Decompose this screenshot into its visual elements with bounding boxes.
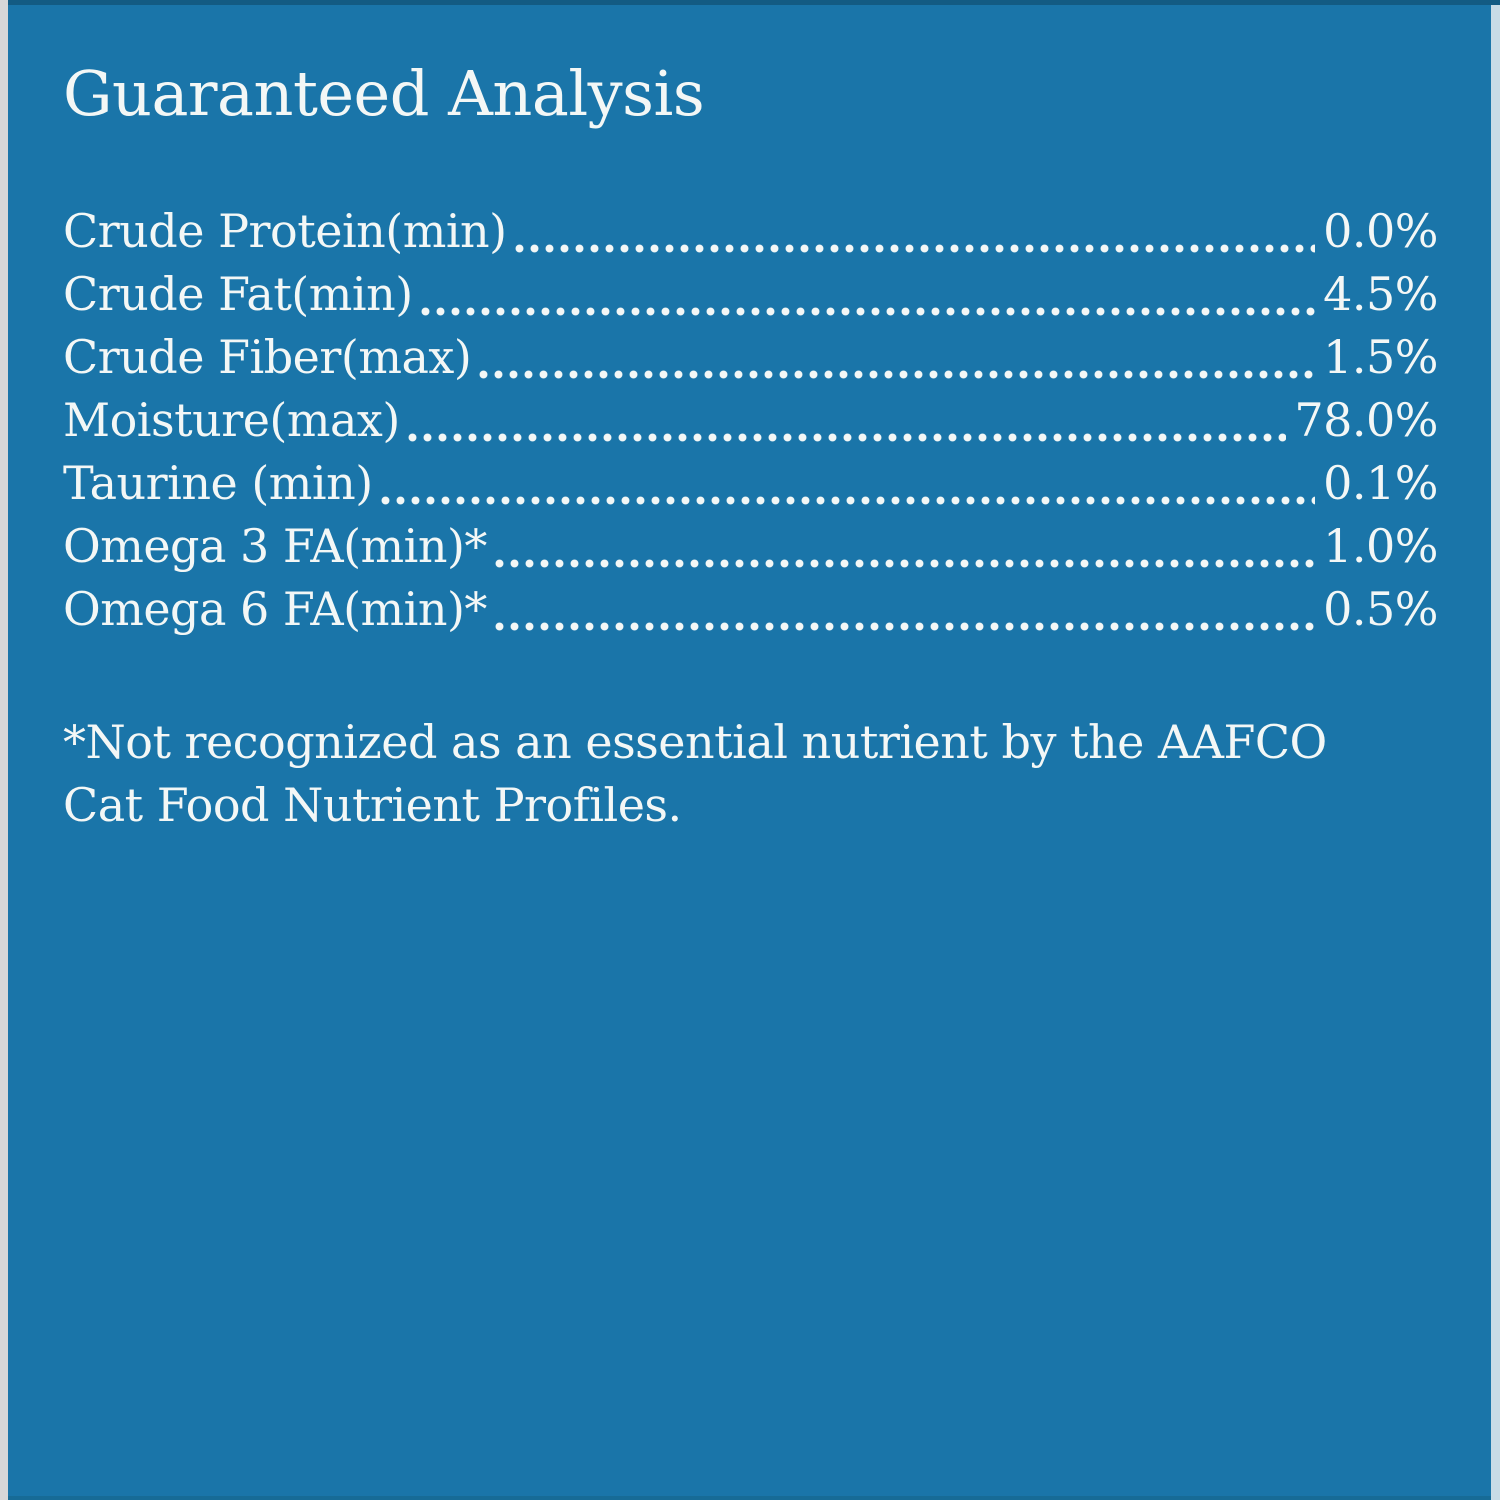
dot-leader xyxy=(494,559,1316,568)
nutrient-label: Taurine (min) xyxy=(63,456,373,510)
footnote-line-1: *Not recognized as an essential nutrient… xyxy=(63,715,1327,769)
dot-leader xyxy=(479,370,1316,379)
guaranteed-analysis-panel: Guaranteed Analysis Crude Protein(min) 0… xyxy=(8,5,1491,1496)
footnote-line-2: Cat Food Nutrient Profiles. xyxy=(63,778,682,832)
nutrient-label: Moisture(max) xyxy=(63,393,400,447)
analysis-row-moisture: Moisture(max) 78.0% xyxy=(63,389,1438,452)
dot-leader xyxy=(380,496,1316,505)
section-title: Guaranteed Analysis xyxy=(63,57,705,130)
dot-leader xyxy=(494,622,1316,631)
nutrient-label: Crude Fat(min) xyxy=(63,267,413,321)
aafco-footnote: *Not recognized as an essential nutrient… xyxy=(63,711,1438,837)
analysis-row-crude-fat: Crude Fat(min) 4.5% xyxy=(63,263,1438,326)
dot-leader xyxy=(407,433,1287,442)
top-edge-strip xyxy=(8,0,1500,5)
analysis-table: Crude Protein(min) 0.0% Crude Fat(min) 4… xyxy=(63,200,1438,641)
nutrient-label: Omega 6 FA(min)* xyxy=(63,582,487,636)
dot-leader xyxy=(420,307,1316,316)
nutrient-value: 0.5% xyxy=(1323,582,1438,636)
nutrient-value: 1.5% xyxy=(1323,330,1438,384)
nutrient-value: 1.0% xyxy=(1323,519,1438,573)
analysis-row-omega-3: Omega 3 FA(min)* 1.0% xyxy=(63,515,1438,578)
nutrient-label: Crude Protein(min) xyxy=(63,204,507,258)
bottom-edge-strip xyxy=(8,1496,1491,1500)
nutrient-label: Crude Fiber(max) xyxy=(63,330,472,384)
nutrient-value: 4.5% xyxy=(1323,267,1438,321)
analysis-row-omega-6: Omega 6 FA(min)* 0.5% xyxy=(63,578,1438,641)
nutrient-value: 0.1% xyxy=(1323,456,1438,510)
nutrient-value: 78.0% xyxy=(1294,393,1438,447)
dot-leader xyxy=(514,244,1316,253)
analysis-row-taurine: Taurine (min) 0.1% xyxy=(63,452,1438,515)
analysis-row-crude-protein: Crude Protein(min) 0.0% xyxy=(63,200,1438,263)
nutrient-label: Omega 3 FA(min)* xyxy=(63,519,487,573)
right-edge-strip xyxy=(1491,5,1500,1500)
analysis-row-crude-fiber: Crude Fiber(max) 1.5% xyxy=(63,326,1438,389)
nutrient-value: 0.0% xyxy=(1323,204,1438,258)
